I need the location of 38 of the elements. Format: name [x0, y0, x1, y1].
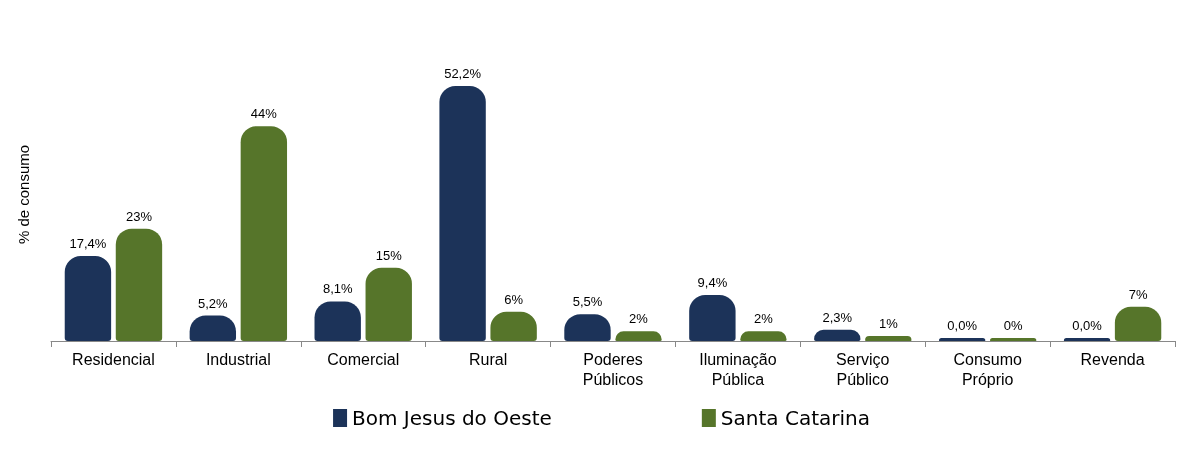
bar [365, 267, 412, 341]
data-label: 2,3% [822, 309, 853, 325]
y-axis-title: % de consumo [15, 144, 32, 245]
bar [240, 126, 288, 341]
data-label: 23% [125, 208, 153, 224]
data-label: 2% [754, 311, 774, 327]
data-label: 2% [629, 311, 649, 327]
x-tick-label: Serviço Público [836, 350, 890, 388]
x-tick-label: Rural [468, 350, 508, 368]
data-label: 15% [375, 247, 403, 263]
bar [439, 86, 486, 341]
data-label: 8,1% [322, 281, 353, 297]
data-label: 52,2% [444, 66, 482, 82]
bar [64, 256, 112, 341]
data-label: 6% [504, 291, 524, 307]
bar [314, 301, 361, 341]
bar [115, 228, 163, 341]
x-tick-label: Comercial [327, 350, 400, 368]
legend-label: Bom Jesus do Oeste [352, 406, 552, 430]
x-tick-label: Revenda [1080, 350, 1145, 368]
x-tick-label: Iluminação Pública [699, 350, 777, 388]
data-label: 7% [1128, 286, 1148, 302]
data-label: 1% [878, 316, 899, 332]
data-label: 5,2% [198, 295, 229, 311]
data-label: 0,0% [1072, 318, 1103, 333]
legend-label: Santa Catarina [720, 406, 870, 430]
bar [865, 336, 912, 341]
data-label: 5,5% [572, 294, 603, 310]
x-tick-label: Industrial [205, 350, 271, 368]
data-label: 17,4% [69, 236, 107, 252]
x-tick-label: Poderes Públicos [582, 350, 644, 388]
data-label: 44% [250, 106, 278, 122]
data-label: 0,0% [947, 318, 978, 333]
x-tick-label: Consumo Próprio [953, 350, 1022, 388]
x-tick-label: Residencial [72, 350, 155, 368]
data-label: 9,4% [697, 275, 728, 291]
data-label: 0% [1003, 318, 1024, 333]
bar [689, 295, 736, 341]
